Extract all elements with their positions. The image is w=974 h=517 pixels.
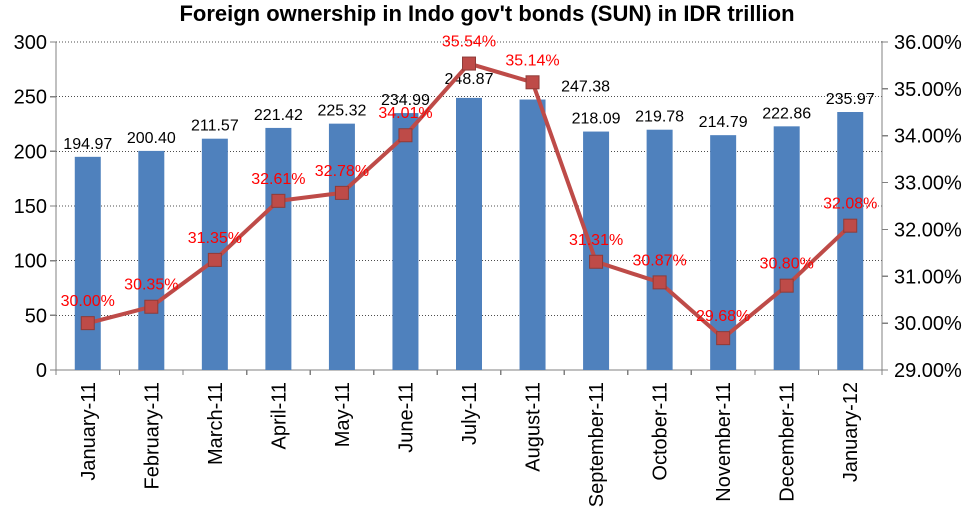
right-axis-tick-label: 33.00% [894, 173, 962, 195]
bar-value-label: 222.86 [762, 105, 811, 122]
x-axis-category-label: December-11 [777, 382, 799, 502]
percent-value-label: 30.35% [124, 277, 178, 294]
percent-value-label: 30.87% [632, 252, 686, 269]
line-marker-January-12 [843, 218, 858, 233]
x-axis-category-label: October-11 [650, 382, 672, 481]
line-marker-June-11 [398, 128, 413, 143]
bar-July-11 [456, 97, 482, 370]
left-axis-tick-label: 150 [14, 196, 47, 218]
bar-January-11 [74, 156, 101, 370]
line-marker-April-11 [271, 193, 286, 208]
bar-June-11 [392, 113, 419, 370]
x-axis-category-label: May-11 [332, 382, 354, 447]
bar-value-label: 234.99 [381, 92, 430, 109]
x-axis-category-label: November-11 [713, 382, 735, 502]
bar-August-11 [519, 99, 546, 371]
x-axis-category-label: March-11 [205, 382, 227, 465]
x-axis-category-label: August-11 [523, 382, 545, 472]
x-axis-category-label: January-12 [840, 382, 862, 482]
right-axis-tick-label: 36.00% [894, 32, 962, 54]
line-marker-February-11 [144, 299, 159, 314]
left-axis-tick-label: 50 [25, 305, 47, 327]
right-axis-tick-label: 35.00% [894, 79, 962, 101]
line-marker-July-11 [462, 56, 476, 71]
percent-value-label: 31.35% [188, 230, 242, 247]
x-axis-category-label: July-11 [459, 382, 481, 445]
percent-value-label: 29.68% [696, 308, 750, 325]
percent-value-label: 30.00% [61, 293, 115, 310]
x-axis-category-label: June-11 [395, 382, 417, 453]
percent-value-label: 32.61% [251, 171, 305, 188]
bar-January-12 [837, 112, 864, 370]
right-axis-tick-label: 31.00% [894, 266, 962, 288]
bar-value-label: 194.97 [63, 136, 112, 153]
right-axis-tick-label: 32.00% [894, 219, 962, 241]
x-axis-category-label: February-11 [141, 382, 163, 489]
right-axis-tick-label: 30.00% [894, 313, 962, 335]
left-axis-tick-label: 100 [14, 251, 47, 273]
bar-value-label: 221.42 [254, 107, 303, 124]
bar-value-label: 211.57 [191, 118, 239, 135]
line-marker-December-11 [779, 278, 794, 293]
bar-value-label: 247.38 [561, 79, 610, 96]
x-axis-category-label: January-11 [78, 382, 100, 481]
percent-value-label: 35.14% [505, 52, 559, 69]
right-axis-tick-label: 34.00% [894, 126, 962, 148]
right-axis-tick-label: 29.00% [894, 360, 962, 382]
line-marker-May-11 [334, 185, 349, 200]
line-marker-September-11 [589, 254, 604, 269]
bar-February-11 [138, 150, 165, 370]
left-axis-tick-label: 200 [14, 141, 47, 163]
bar-May-11 [328, 123, 355, 370]
bar-December-11 [773, 126, 800, 370]
percent-value-label: 30.80% [760, 256, 814, 273]
line-marker-October-11 [652, 275, 667, 290]
percent-value-label: 31.31% [569, 232, 623, 249]
left-axis-tick-label: 250 [14, 87, 47, 109]
line-marker-November-11 [716, 331, 731, 346]
bar-value-label: 218.09 [572, 111, 621, 128]
bar-value-label: 225.32 [317, 103, 366, 120]
percent-value-label: 32.78% [315, 163, 369, 180]
chart-title: Foreign ownership in Indo gov't bonds (S… [179, 1, 795, 26]
left-axis-tick-label: 300 [14, 32, 47, 54]
bar-value-label: 200.40 [127, 130, 176, 147]
percent-value-label: 35.54% [442, 34, 496, 51]
line-marker-January-11 [80, 316, 95, 331]
left-axis-tick-label: 0 [36, 360, 47, 382]
bar-September-11 [583, 131, 610, 370]
line-marker-March-11 [207, 252, 222, 267]
percent-value-label: 32.08% [823, 196, 877, 213]
line-marker-August-11 [525, 75, 540, 90]
bar-value-label: 214.79 [699, 114, 748, 131]
bar-value-label: 235.97 [826, 91, 875, 108]
bar-value-label: 219.78 [635, 109, 684, 126]
bar-October-11 [646, 129, 673, 370]
percent-value-label: 34.01% [378, 105, 432, 122]
bar-April-11 [265, 127, 292, 371]
x-axis-category-label: September-11 [586, 382, 608, 507]
x-axis-category-label: April-11 [268, 382, 290, 449]
